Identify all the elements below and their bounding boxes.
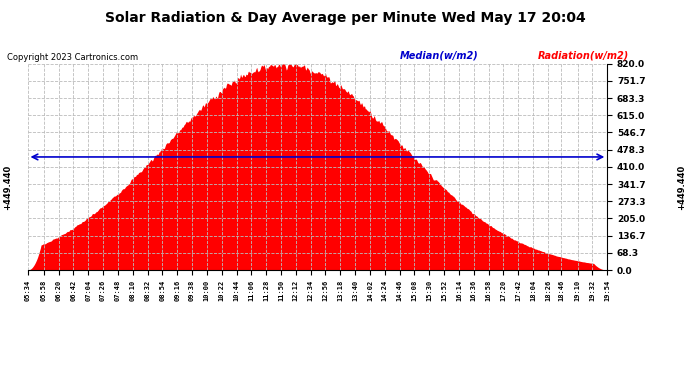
Text: Median(w/m2): Median(w/m2) <box>400 51 479 61</box>
Text: +449.440: +449.440 <box>3 165 12 210</box>
Text: Solar Radiation & Day Average per Minute Wed May 17 20:04: Solar Radiation & Day Average per Minute… <box>105 11 585 25</box>
Text: Copyright 2023 Cartronics.com: Copyright 2023 Cartronics.com <box>7 53 138 62</box>
Text: Radiation(w/m2): Radiation(w/m2) <box>538 51 629 61</box>
Text: +449.440: +449.440 <box>678 165 687 210</box>
